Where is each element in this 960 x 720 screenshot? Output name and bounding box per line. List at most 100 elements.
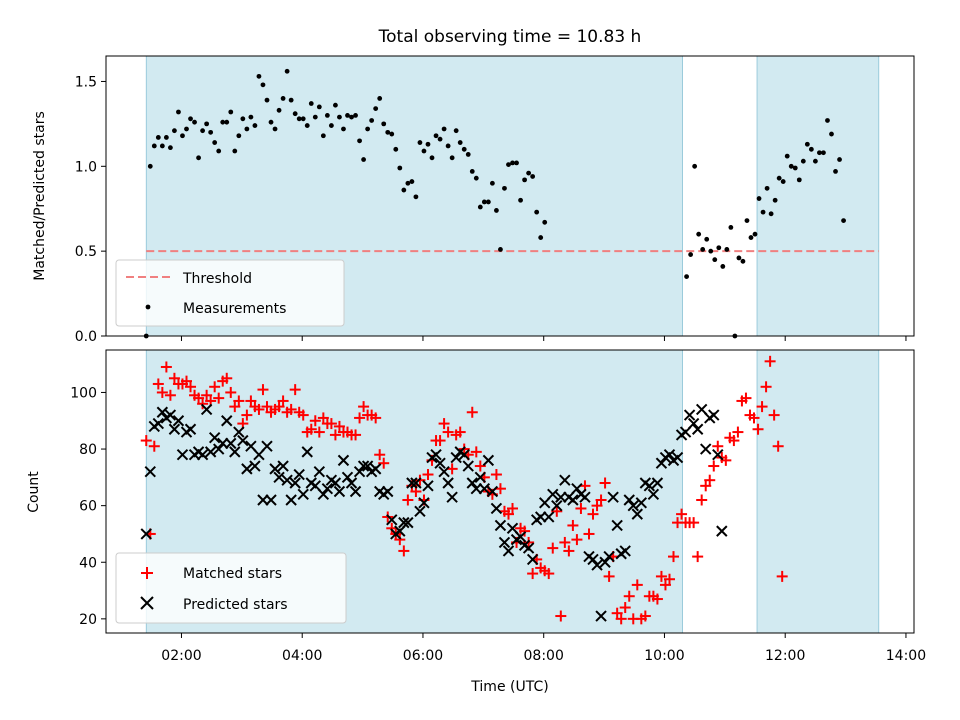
matched-star-point bbox=[398, 545, 410, 557]
matched-star-point bbox=[229, 401, 241, 413]
y-tick-label: 80 bbox=[79, 442, 97, 458]
matched-star-point bbox=[519, 525, 531, 537]
measurement-point bbox=[489, 180, 495, 186]
matched-star-point bbox=[164, 389, 176, 401]
predicted-star-point bbox=[386, 514, 398, 526]
matched-star-point bbox=[325, 418, 337, 430]
matched-star-point bbox=[611, 607, 623, 619]
matched-star-point bbox=[543, 568, 555, 580]
matched-star-point bbox=[595, 494, 607, 506]
chart-title: Total observing time = 10.83 h bbox=[378, 27, 642, 47]
measurement-point bbox=[208, 129, 214, 135]
matched-star-point bbox=[776, 570, 788, 582]
x-tick-label: 12:00 bbox=[765, 648, 805, 664]
measurement-point bbox=[345, 112, 350, 118]
predicted-star-point bbox=[337, 454, 350, 467]
matched-star-point bbox=[209, 381, 221, 393]
measurement-point bbox=[228, 109, 234, 115]
measurement-point bbox=[172, 128, 177, 134]
predicted-star-point bbox=[402, 516, 414, 529]
predicted-star-point bbox=[229, 446, 241, 458]
measurement-point bbox=[784, 153, 790, 159]
predicted-star-point bbox=[603, 550, 615, 563]
measurement-point bbox=[200, 128, 205, 134]
predicted-star-point bbox=[152, 417, 165, 430]
predicted-star-point bbox=[502, 545, 515, 557]
measurement-point bbox=[728, 224, 734, 230]
matched-star-point bbox=[422, 469, 434, 481]
matched-star-point bbox=[156, 386, 168, 398]
measurement-point bbox=[445, 143, 451, 149]
matched-star-point bbox=[285, 403, 297, 415]
matched-star-point bbox=[559, 536, 571, 548]
matched-star-point bbox=[446, 463, 458, 475]
matched-star-point bbox=[708, 460, 720, 472]
measurement-point bbox=[433, 133, 439, 139]
measurement-point bbox=[192, 119, 197, 125]
predicted-star-point bbox=[700, 443, 712, 455]
measurement-point bbox=[300, 116, 306, 122]
measurement-point bbox=[212, 140, 218, 145]
measurement-point bbox=[220, 119, 226, 125]
matched-star-point bbox=[180, 375, 192, 387]
predicted-star-point bbox=[297, 488, 309, 501]
predicted-star-point bbox=[168, 423, 181, 435]
x-tick-label: 04:00 bbox=[282, 648, 322, 664]
measurement-point bbox=[538, 235, 544, 240]
measurement-point bbox=[825, 118, 830, 123]
predicted-star-point bbox=[683, 409, 696, 421]
measurement-point bbox=[349, 114, 354, 120]
predicted-star-point bbox=[490, 502, 503, 515]
measurement-point bbox=[821, 150, 826, 156]
measurement-point bbox=[441, 126, 447, 132]
measurement-point bbox=[776, 175, 782, 181]
y-tick-label: 20 bbox=[79, 612, 97, 628]
measurement-point bbox=[542, 219, 548, 225]
predicted-star-point bbox=[249, 460, 261, 472]
matched-star-point bbox=[297, 409, 309, 421]
predicted-star-point bbox=[587, 553, 599, 566]
bottom-y-ticks: 20 40 60 80 100 bbox=[70, 385, 106, 628]
matched-star-point bbox=[651, 593, 663, 605]
predicted-star-point bbox=[567, 494, 579, 506]
predicted-star-point bbox=[208, 432, 221, 444]
bottom-x-ticks: 02:00 04:00 06:00 08:00 10:00 12:00 14:00 bbox=[161, 633, 926, 664]
measurement-point bbox=[716, 245, 722, 251]
matched-star-point bbox=[474, 460, 486, 472]
matched-star-point bbox=[140, 435, 152, 447]
predicted-star-point bbox=[619, 545, 631, 557]
measurement-point bbox=[704, 236, 710, 242]
predicted-star-point bbox=[233, 426, 245, 438]
y-tick-label: 40 bbox=[79, 555, 97, 571]
predicted-star-point bbox=[241, 463, 253, 475]
predicted-star-point bbox=[712, 449, 724, 461]
measurement-point bbox=[292, 111, 298, 117]
predicted-star-point bbox=[317, 488, 330, 501]
matched-star-point bbox=[261, 401, 273, 413]
measurement-point bbox=[518, 197, 523, 203]
measurement-point bbox=[457, 140, 463, 145]
y-tick-label: 60 bbox=[79, 499, 97, 515]
predicted-star-point bbox=[293, 468, 305, 481]
measurement-point bbox=[748, 235, 754, 240]
legend-measurements-label: Measurements bbox=[183, 301, 286, 317]
y-tick-label: 0.0 bbox=[75, 329, 97, 345]
predicted-star-point bbox=[237, 434, 249, 447]
predicted-star-point bbox=[301, 446, 313, 458]
predicted-star-point bbox=[156, 406, 169, 418]
measurement-point bbox=[481, 199, 487, 205]
measurement-point bbox=[252, 123, 258, 128]
predicted-star-point bbox=[716, 525, 728, 537]
measurement-point bbox=[429, 155, 435, 161]
predicted-star-point bbox=[269, 463, 281, 475]
measurement-point bbox=[796, 177, 802, 183]
measurement-point bbox=[764, 185, 770, 191]
matched-star-point bbox=[358, 401, 370, 413]
predicted-star-point bbox=[313, 465, 326, 478]
matched-star-point bbox=[185, 381, 197, 393]
predicted-star-point bbox=[691, 423, 704, 435]
predicted-star-point bbox=[333, 485, 346, 498]
predicted-star-point bbox=[647, 488, 660, 501]
predicted-star-point bbox=[543, 511, 555, 523]
matched-star-point bbox=[152, 378, 164, 390]
